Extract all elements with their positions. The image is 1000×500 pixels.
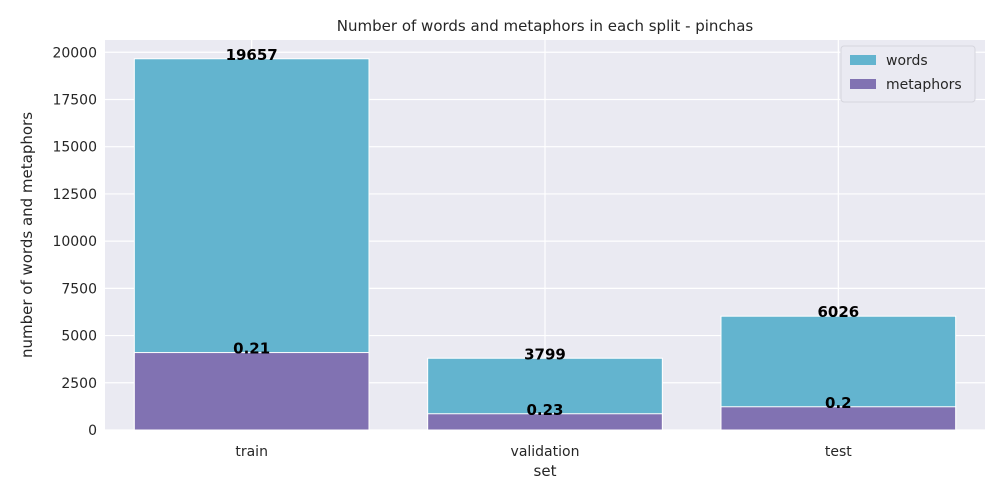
data-label-metaphors-test: 0.2: [825, 394, 852, 412]
data-label-words-train: 19657: [226, 46, 278, 64]
y-tick-label: 5000: [61, 329, 97, 345]
y-tick-label: 2500: [61, 376, 97, 392]
x-tick-label: train: [235, 444, 268, 460]
chart-title: Number of words and metaphors in each sp…: [337, 17, 754, 35]
x-tick-label: validation: [511, 444, 580, 460]
bar-metaphors-validation: [427, 413, 663, 431]
y-tick-label: 0: [88, 423, 97, 439]
y-tick-label: 10000: [52, 234, 97, 250]
y-tick-label: 15000: [52, 140, 97, 156]
y-tick-label: 12500: [52, 187, 97, 203]
y-tick-label: 17500: [52, 92, 97, 108]
legend-swatch-words: [850, 55, 876, 65]
bar-metaphors-train: [133, 352, 370, 431]
bars: [133, 58, 957, 431]
legend: words metaphors: [840, 45, 976, 103]
x-axis-label: set: [534, 462, 557, 480]
data-label-words-validation: 3799: [524, 345, 566, 363]
data-labels: 19657 3799 6026 0.21 0.23 0.2: [226, 46, 860, 419]
data-label-metaphors-validation: 0.23: [526, 401, 563, 419]
y-tick-label: 7500: [61, 281, 97, 297]
y-tick-label: 20000: [52, 45, 97, 61]
y-axis-label: number of words and metaphors: [18, 112, 36, 358]
legend-label-metaphors: metaphors: [886, 77, 962, 93]
x-axis-ticks: train validation test: [235, 444, 852, 460]
bar-metaphors-test: [720, 406, 957, 431]
y-axis-ticks: 0 2500 5000 7500 10000 12500 15000 17500 20000: [52, 45, 97, 439]
data-label-metaphors-train: 0.21: [233, 340, 270, 358]
x-tick-label: test: [825, 444, 852, 460]
legend-label-words: words: [886, 53, 928, 69]
legend-swatch-metaphors: [850, 79, 876, 89]
data-label-words-test: 6026: [817, 303, 859, 321]
